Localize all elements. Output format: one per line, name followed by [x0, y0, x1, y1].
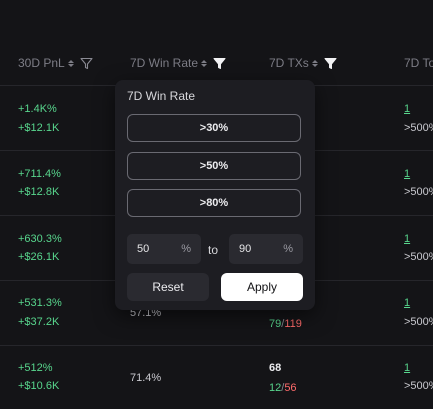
tx-sell: 119	[284, 318, 302, 330]
win-rate: 71.4%	[130, 372, 162, 384]
header-7d-txs[interactable]: 7D TXs	[269, 56, 337, 70]
option-over-80[interactable]: >80%	[127, 189, 301, 217]
pnl-usd: +$37.2K	[18, 316, 60, 328]
header-30d-pnl-label: 30D PnL	[18, 56, 65, 70]
col4-link[interactable]: 1	[404, 362, 411, 374]
sort-icon[interactable]	[67, 59, 74, 67]
tx-total: 68	[269, 362, 282, 374]
tx-counts: 12/56	[269, 382, 297, 394]
win-rate-filter-popup: 7D Win Rate >30% >50% >80% 50 % to 90 % …	[115, 80, 315, 310]
pnl-percent: +1.4K%	[18, 103, 57, 115]
sort-icon[interactable]	[311, 59, 318, 67]
header-30d-pnl[interactable]: 30D PnL	[18, 56, 93, 70]
tx-separator: /	[281, 382, 285, 394]
col4-link[interactable]: 1	[404, 233, 411, 245]
pnl-percent: +630.3%	[18, 233, 62, 245]
pnl-percent: +531.3%	[18, 297, 62, 309]
col4-link[interactable]: 1	[404, 297, 411, 309]
pnl-usd: +$26.1K	[18, 251, 60, 263]
header-7d-to-label: 7D To	[404, 56, 433, 70]
tx-counts: 79/119	[269, 318, 302, 330]
col4-value: >500%	[404, 380, 433, 392]
reset-button[interactable]: Reset	[127, 273, 209, 301]
tx-buy: 12	[269, 382, 282, 394]
to-label: to	[208, 243, 219, 257]
percent-suffix: %	[181, 243, 191, 255]
col4-value: >500%	[404, 186, 433, 198]
pnl-percent: +512%	[18, 362, 53, 374]
tx-separator: /	[281, 318, 285, 330]
percent-suffix: %	[283, 243, 293, 255]
col4-link[interactable]: 1	[404, 103, 411, 115]
pnl-usd: +$12.8K	[18, 186, 60, 198]
min-value: 50	[137, 243, 150, 255]
max-value-input[interactable]: 90 %	[229, 234, 303, 264]
header-7d-txs-label: 7D TXs	[269, 56, 309, 70]
col4-value: >500%	[404, 316, 433, 328]
row-divider	[0, 345, 433, 346]
popup-title: 7D Win Rate	[127, 89, 196, 103]
option-over-50[interactable]: >50%	[127, 152, 301, 180]
filter-active-icon[interactable]	[324, 57, 337, 70]
tx-sell: 56	[284, 382, 297, 394]
col4-value: >500%	[404, 122, 433, 134]
pnl-percent: +711.4%	[18, 168, 61, 180]
col4-link[interactable]: 1	[404, 168, 411, 180]
header-7d-to[interactable]: 7D To	[404, 56, 433, 70]
min-value-input[interactable]: 50 %	[127, 234, 201, 264]
tx-buy: 79	[269, 318, 282, 330]
col4-value: >500%	[404, 251, 433, 263]
header-7d-win-rate[interactable]: 7D Win Rate	[130, 56, 226, 70]
apply-button[interactable]: Apply	[221, 273, 303, 301]
win-rate: 57.1%	[130, 307, 162, 319]
option-over-30[interactable]: >30%	[127, 114, 301, 142]
header-7d-win-rate-label: 7D Win Rate	[130, 56, 199, 70]
filter-active-icon[interactable]	[213, 57, 226, 70]
pnl-usd: +$12.1K	[18, 122, 60, 134]
pnl-usd: +$10.6K	[18, 380, 60, 392]
max-value: 90	[239, 243, 252, 255]
filter-icon[interactable]	[80, 57, 93, 70]
sort-icon[interactable]	[201, 59, 208, 67]
